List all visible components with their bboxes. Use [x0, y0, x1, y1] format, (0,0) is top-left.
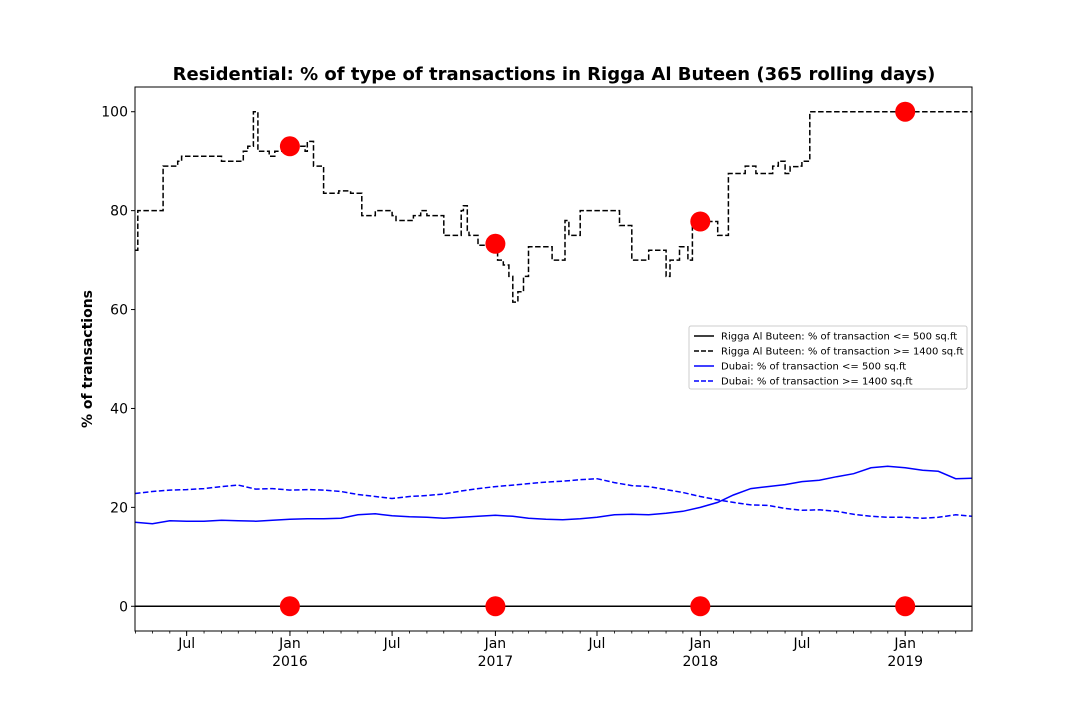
legend: Rigga Al Buteen: % of transaction <= 500…: [688, 325, 968, 390]
marker-layer: [279, 101, 916, 617]
x-tick-label-2: Jan: [278, 636, 301, 652]
x-tick-label-6: Jan: [689, 636, 712, 652]
legend-entry-2: Rigga Al Buteen: % of transaction >= 140…: [721, 347, 964, 358]
series-line-4: [135, 477, 972, 519]
chart-title: Residential: % of type of transactions i…: [173, 64, 936, 85]
x-tick-year-2016: 2016: [272, 654, 308, 670]
y-tick-label-0: 0: [119, 599, 128, 615]
x-tick-label-5: Jul: [588, 636, 606, 652]
x-tick-label-8: Jan: [893, 636, 916, 652]
y-tick-label-40: 40: [110, 401, 128, 417]
marker-point-5: [279, 596, 300, 617]
legend-entry-1: Rigga Al Buteen: % of transaction <= 500…: [721, 332, 957, 343]
legend-entry-3: Dubai: % of transaction <= 500 sq.ft: [721, 362, 906, 373]
legend-entry-4: Dubai: % of transaction >= 1400 sq.ft: [721, 377, 913, 388]
marker-point-2: [485, 233, 506, 254]
marker-point-7: [690, 596, 711, 617]
marker-point-4: [895, 101, 916, 122]
x-tick-label-1: Jul: [177, 636, 195, 652]
x-tick-label-3: Jul: [383, 636, 401, 652]
x-tick-label-4: Jan: [484, 636, 507, 652]
marker-point-1: [279, 136, 300, 157]
y-tick-label-80: 80: [110, 204, 128, 220]
x-tick-label-7: Jul: [792, 636, 810, 652]
x-tick-year-2019: 2019: [887, 654, 923, 670]
y-tick-label-60: 60: [110, 303, 128, 319]
series-layer: [135, 110, 972, 608]
y-tick-label-20: 20: [110, 500, 128, 516]
marker-point-8: [895, 596, 916, 617]
series-line-2: [135, 110, 972, 303]
y-axis-label: % of transactions: [80, 290, 96, 428]
x-tick-year-2018: 2018: [682, 654, 718, 670]
axes: 0 20 40 60 80 100 Jul Jan 2016 Jul Jan 2017 Jul Jan 20…: [101, 86, 973, 670]
marker-point-3: [690, 211, 711, 232]
y-tick-label-100: 100: [101, 105, 128, 121]
plot-frame: [134, 86, 973, 632]
legend-box: [688, 325, 968, 390]
series-line-3: [135, 465, 972, 525]
marker-point-6: [485, 596, 506, 617]
x-tick-year-2017: 2017: [478, 654, 514, 670]
